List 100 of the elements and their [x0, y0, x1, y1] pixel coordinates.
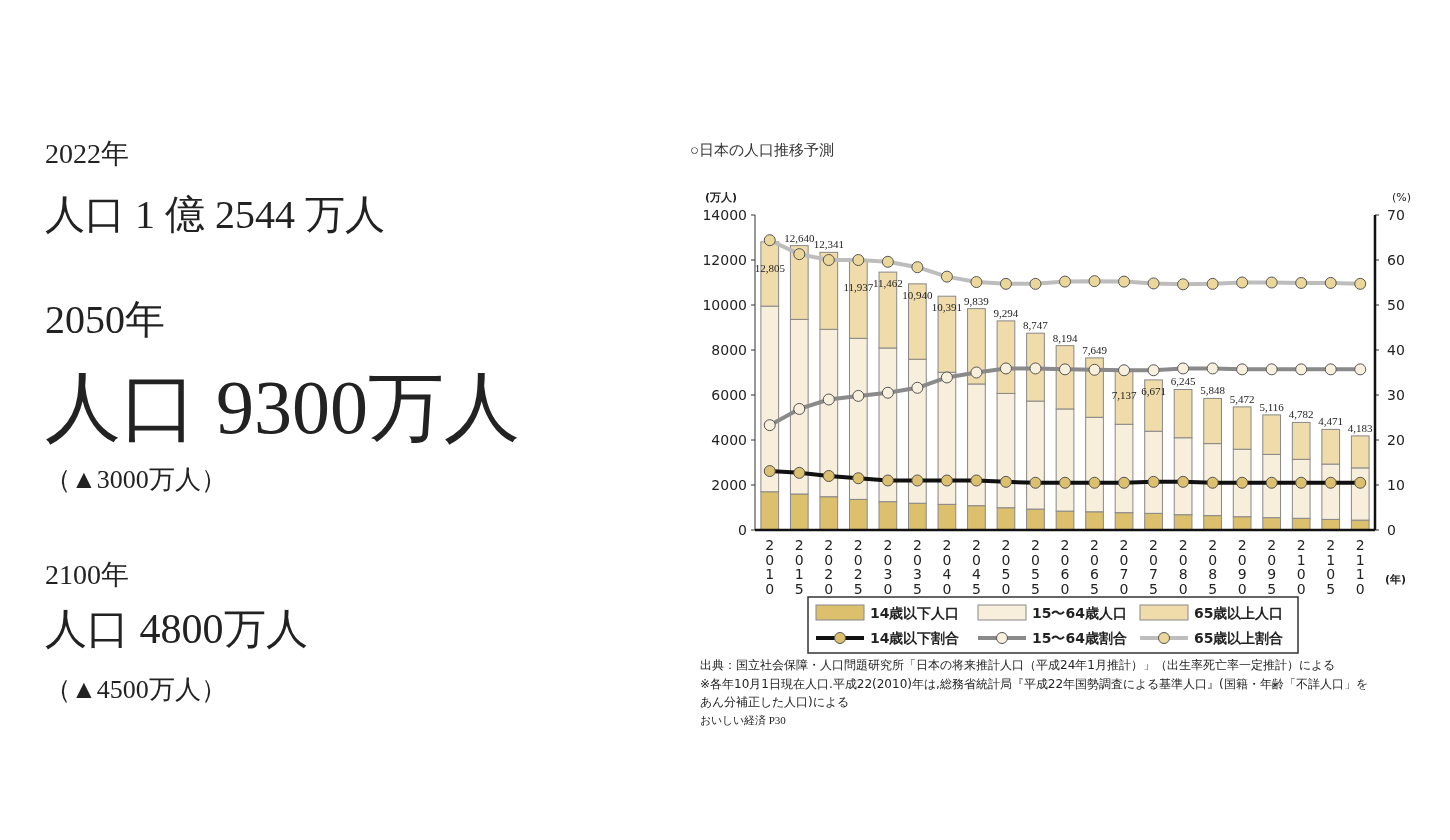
point — [1354, 476, 1367, 489]
x-tick-label: 2050 — [1001, 537, 1011, 597]
total-label: 7,649 — [1082, 343, 1108, 356]
x-tick-label: 2070 — [1119, 537, 1129, 597]
point — [911, 474, 924, 487]
point — [999, 475, 1012, 488]
point — [1177, 475, 1190, 488]
y-tick-label: 6000 — [711, 387, 747, 403]
point — [999, 277, 1012, 290]
x-tick-label: 2090 — [1237, 537, 1247, 597]
x-tick-label: 2035 — [912, 537, 922, 597]
y2-tick-label: 40 — [1387, 342, 1405, 358]
point — [763, 234, 776, 247]
total-label: 6,245 — [1170, 375, 1196, 388]
point — [1088, 476, 1101, 489]
point — [940, 371, 953, 384]
point — [970, 276, 983, 289]
total-label: 9,839 — [964, 294, 990, 307]
x-tick-label: 2055 — [1031, 537, 1040, 597]
point — [1147, 277, 1160, 290]
point — [793, 402, 806, 415]
point — [1236, 276, 1249, 289]
total-label: 5,116 — [1259, 400, 1285, 413]
x-tick-label: 2105 — [1326, 537, 1336, 597]
point — [1147, 475, 1160, 488]
point — [1324, 363, 1337, 376]
x-tick-label: 2080 — [1178, 537, 1188, 597]
point — [1088, 275, 1101, 288]
y-tick-label: 2000 — [711, 477, 747, 493]
legend-label: 15〜64歳割合 — [1032, 630, 1127, 646]
text: ※各年10月1日現在人口.平成22(2010)年は,総務省統計局『平成22年国勢調査による基準人口』(国籍・年齢「不詳人口」を — [700, 677, 1368, 691]
point — [793, 248, 806, 261]
x-tick-label: 2020 — [824, 537, 834, 597]
y2-tick-label: 20 — [1387, 432, 1405, 448]
point — [852, 389, 865, 402]
point — [852, 472, 865, 485]
point — [1236, 363, 1249, 376]
legend-label: 15〜64歳人口 — [1032, 605, 1127, 621]
point — [822, 254, 835, 266]
legend-label: 65歳以上割合 — [1194, 630, 1284, 646]
point — [1354, 277, 1367, 290]
point — [822, 393, 835, 406]
point — [1029, 362, 1042, 375]
point — [1295, 276, 1308, 289]
y-tick-label: 0 — [738, 522, 747, 538]
y2-axis-title: (%) — [1392, 191, 1412, 204]
total-label: 12,805 — [754, 261, 786, 274]
point — [852, 254, 865, 266]
point — [1029, 277, 1042, 290]
point — [999, 362, 1012, 375]
point — [1206, 362, 1219, 375]
total-label: 7,137 — [1111, 389, 1137, 402]
point — [940, 270, 953, 283]
total-label: 9,294 — [993, 306, 1019, 319]
total-label: 10,391 — [931, 301, 963, 314]
point — [1118, 364, 1131, 377]
point — [1088, 363, 1101, 376]
x-tick-label: 2030 — [883, 537, 893, 597]
total-label: 8,747 — [1023, 319, 1049, 332]
total-label: 12,341 — [813, 238, 844, 251]
x-tick-label: 2010 — [765, 537, 775, 597]
total-label: 11,462 — [872, 277, 903, 290]
y-axis-title: (万人) — [705, 191, 738, 204]
x-tick-label: 2100 — [1296, 537, 1306, 597]
x-tick-label: 2085 — [1208, 537, 1218, 597]
text: 人口 9300万人 — [45, 365, 520, 449]
point — [822, 470, 835, 482]
x-tick-label: 2075 — [1149, 537, 1159, 597]
point — [1324, 476, 1337, 489]
point — [881, 255, 894, 268]
y-tick-label: 12000 — [702, 252, 747, 268]
legend-label: 14歳以下人口 — [870, 605, 960, 621]
total-label: 12,640 — [784, 231, 815, 244]
point — [911, 261, 924, 274]
x-axis-title: (年) — [1385, 573, 1407, 586]
point — [1177, 278, 1190, 291]
point — [940, 474, 953, 487]
y2-tick-label: 10 — [1387, 477, 1405, 493]
y2-tick-label: 30 — [1387, 387, 1405, 403]
y2-tick-label: 70 — [1387, 207, 1405, 223]
x-tick-label: 2040 — [942, 537, 952, 597]
x-tick-label: 2060 — [1060, 537, 1070, 597]
y-tick-label: 8000 — [711, 342, 747, 358]
x-tick-label: 2065 — [1090, 537, 1100, 597]
point — [1354, 363, 1367, 376]
point — [881, 386, 894, 399]
point — [1206, 277, 1219, 290]
point — [970, 366, 983, 379]
text: あん分補正した人口)による — [700, 695, 849, 709]
point — [763, 465, 776, 478]
text: 2050年 — [45, 297, 165, 342]
text: 人口 4800万人 — [45, 606, 308, 652]
point — [1177, 362, 1190, 375]
text: （▲4500万人） — [45, 675, 227, 704]
x-tick-label: 2045 — [971, 537, 981, 597]
y2-tick-label: 50 — [1387, 297, 1405, 313]
point — [1059, 476, 1071, 489]
text: 2100年 — [45, 559, 129, 590]
chart-title: ○日本の人口推移予測 — [690, 142, 835, 158]
x-tick-label: 2025 — [853, 537, 863, 597]
